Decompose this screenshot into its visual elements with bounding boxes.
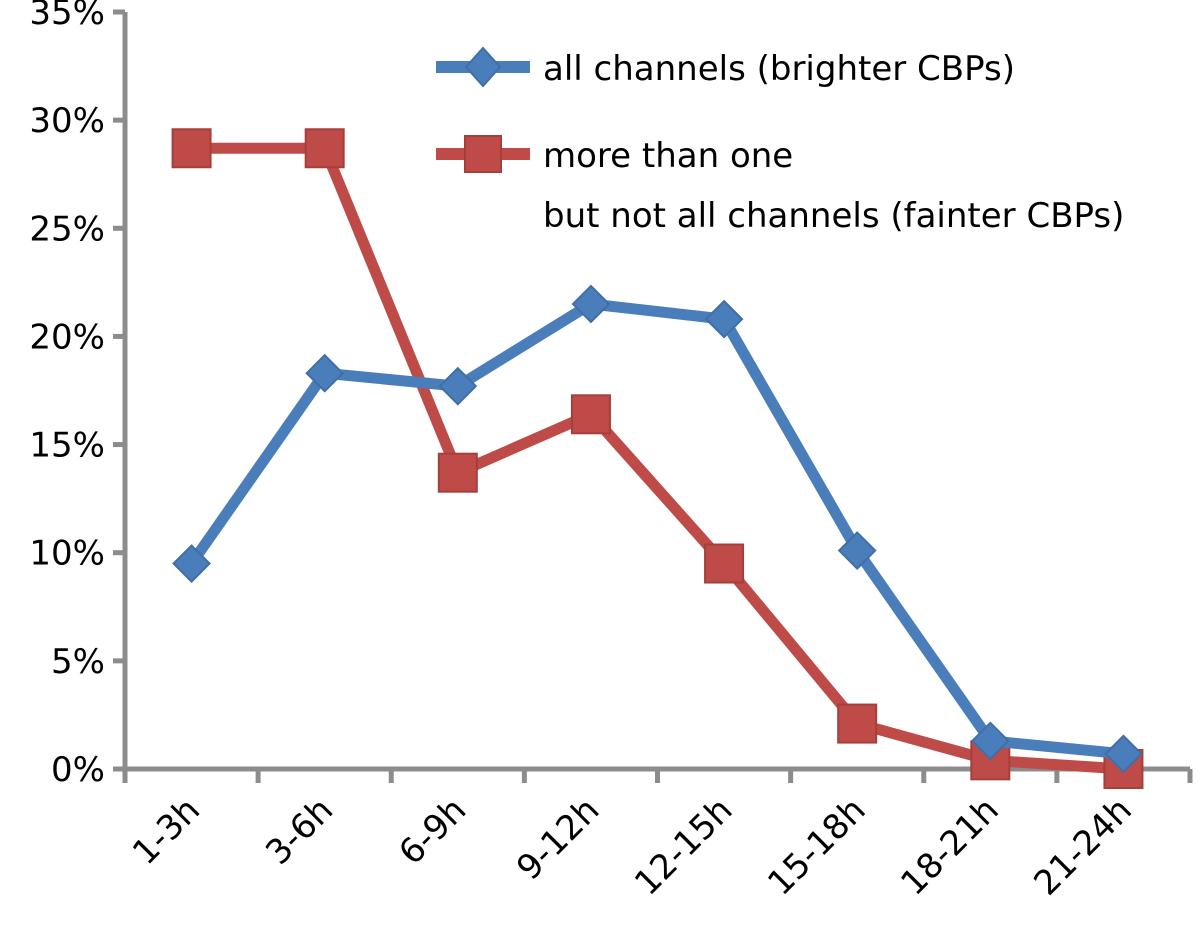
data-point-diamond bbox=[438, 366, 478, 406]
y-tick-label: 30% bbox=[29, 101, 105, 141]
data-point-diamond bbox=[837, 531, 877, 570]
y-tick-labels: 0% 5% 10% 15% 20% 25% 30% 35% bbox=[29, 0, 105, 790]
y-tick-label: 10% bbox=[29, 534, 105, 574]
data-point-square bbox=[304, 128, 345, 169]
x-tick-label: 15-18h bbox=[760, 790, 873, 903]
legend-label-more-than-one-line1: more than one bbox=[543, 136, 793, 176]
x-tick-label: 21-24h bbox=[1026, 790, 1139, 903]
x-tick-label: 9-12h bbox=[509, 790, 607, 888]
legend-label-all-channels: all channels (brighter CBPs) bbox=[543, 49, 1015, 89]
data-point-diamond bbox=[704, 299, 744, 339]
legend-swatch-marker-more-than-one bbox=[464, 135, 502, 173]
y-tick-label: 25% bbox=[29, 209, 105, 249]
data-point-diamond bbox=[1104, 734, 1143, 774]
y-tick-label: 15% bbox=[29, 426, 105, 466]
x-tick-label: 1-3h bbox=[125, 790, 208, 873]
data-point-diamond bbox=[305, 353, 345, 393]
y-tick-label: 0% bbox=[51, 750, 105, 790]
data-point-diamond bbox=[172, 544, 211, 583]
data-point-square bbox=[171, 128, 212, 169]
data-point-square bbox=[704, 543, 745, 584]
x-tick-labels: 1-3h 3-6h 6-9h 9-12h 12-15h 15-18h 18-21h 21-24… bbox=[125, 790, 1140, 903]
y-tick-label: 20% bbox=[29, 317, 105, 357]
series-layer bbox=[171, 128, 1144, 789]
x-tick-label: 6-9h bbox=[391, 790, 474, 873]
legend: all channels (brighter CBPs) more than o… bbox=[436, 46, 1124, 236]
legend-label-more-than-one-line2: but not all channels (fainter CBPs) bbox=[543, 196, 1124, 236]
x-tick-label: 18-21h bbox=[893, 790, 1006, 903]
series-line-1 bbox=[186, 142, 1129, 775]
legend-swatch-marker-all-channels bbox=[464, 46, 502, 88]
data-point-square bbox=[437, 452, 478, 493]
x-tick-label: 3-6h bbox=[258, 790, 341, 873]
axes bbox=[113, 9, 1193, 783]
series-line-0 bbox=[186, 298, 1129, 760]
y-tick-label: 35% bbox=[29, 0, 105, 33]
data-point-square bbox=[837, 703, 878, 744]
data-point-diamond bbox=[970, 721, 1010, 761]
data-point-diamond bbox=[571, 284, 611, 324]
y-tick-label: 5% bbox=[51, 642, 105, 682]
series-0 bbox=[172, 284, 1143, 774]
data-point-square bbox=[570, 394, 611, 435]
x-tick-label: 12-15h bbox=[627, 790, 740, 903]
